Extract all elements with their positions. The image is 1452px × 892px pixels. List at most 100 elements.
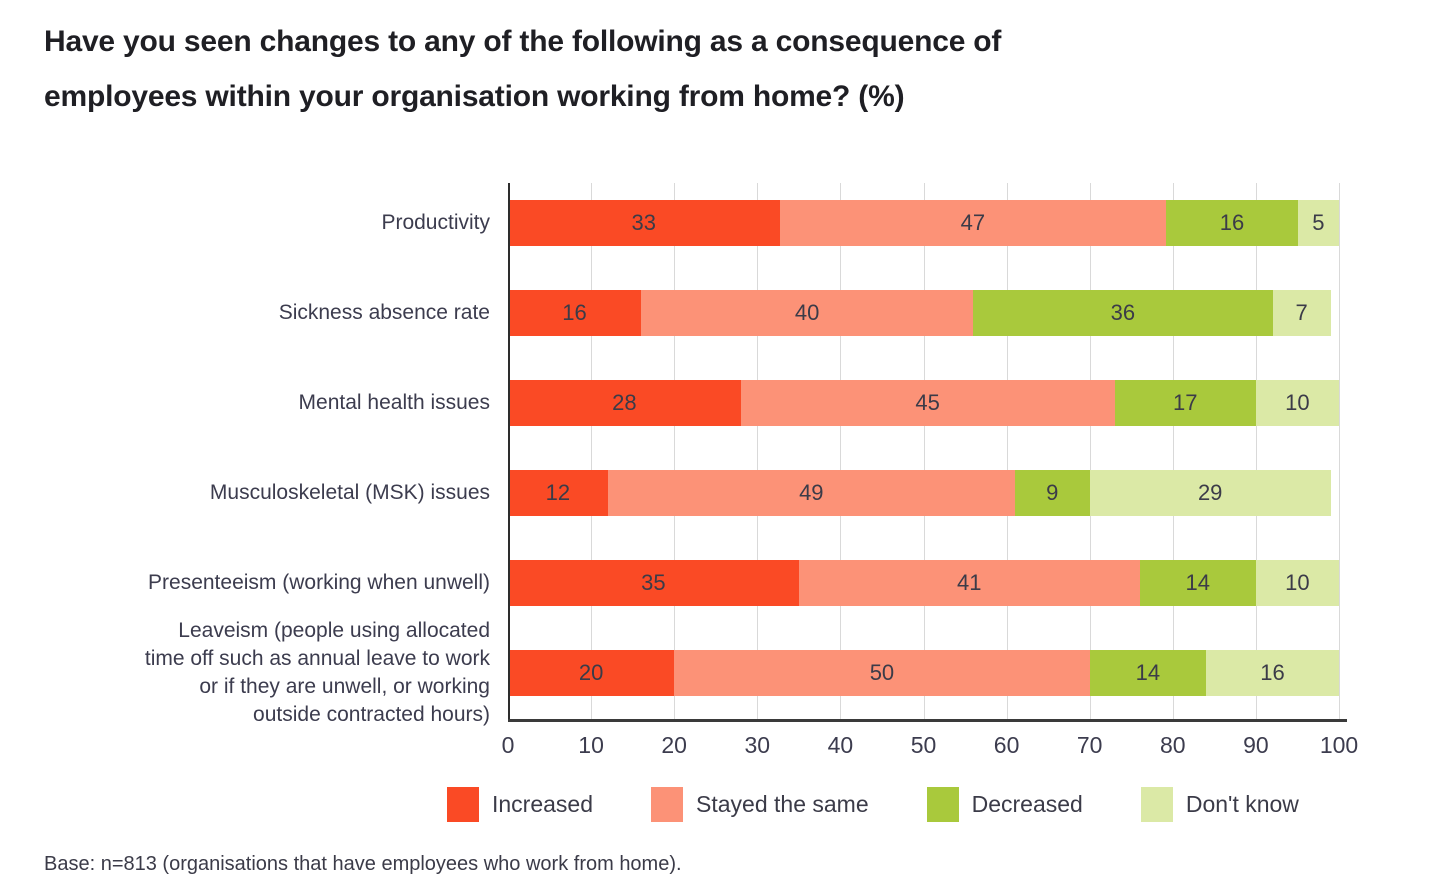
x-axis-line — [508, 719, 1347, 722]
bar-value-label: 7 — [1295, 300, 1308, 325]
bar-value-label: 40 — [794, 300, 820, 325]
bar-segment-decreased: 36 — [973, 290, 1273, 336]
x-tick-label: 90 — [1243, 732, 1269, 758]
bar-segment-don-t-know: 5 — [1297, 200, 1339, 246]
chart-title: Have you seen changes to any of the foll… — [44, 25, 1002, 113]
legend-item: Don't know — [1140, 787, 1299, 822]
bar-segment-increased: 12 — [508, 470, 608, 516]
bar-segment-increased: 33 — [508, 200, 780, 246]
bar-segment-decreased: 16 — [1166, 200, 1298, 246]
category-label: Leaveism (people using allocated time of… — [144, 619, 490, 726]
x-tick-label: 10 — [578, 732, 604, 758]
gridline — [591, 183, 593, 720]
gridline — [1089, 183, 1091, 720]
x-tick-label: 20 — [661, 732, 687, 758]
bar-value-label: 5 — [1312, 210, 1325, 235]
bar-row: 16 40 36 7 — [508, 290, 1339, 336]
bar-segment-don-t-know: 7 — [1272, 290, 1331, 336]
x-tick-label: 30 — [744, 732, 771, 758]
x-tick-label: 40 — [827, 732, 854, 758]
bar-value-label: 20 — [578, 660, 604, 685]
bar-value-label: 14 — [1135, 660, 1161, 685]
gridline — [1255, 183, 1257, 720]
legend-swatch-icon — [1140, 787, 1173, 822]
bar-segment-stayed-the-same: 45 — [740, 380, 1115, 426]
bar-segment-decreased: 14 — [1139, 560, 1256, 606]
bar-value-label: 16 — [562, 300, 587, 325]
y-axis-line — [508, 183, 510, 720]
bar-segment-decreased: 14 — [1089, 650, 1207, 696]
legend-swatch-icon — [447, 787, 479, 822]
x-tick-label: 0 — [501, 732, 515, 758]
bar-segment-stayed-the-same: 50 — [674, 650, 1090, 696]
x-tick-label: 80 — [1160, 732, 1186, 758]
x-tick-label: 100 — [1319, 732, 1359, 758]
category-axis: Productivity Sickness absence rate Mental … — [0, 183, 490, 726]
category-label: Musculoskeletal (MSK) issues — [209, 481, 490, 504]
bar-value-label: 50 — [869, 660, 895, 685]
legend-label: Stayed the same — [696, 791, 869, 817]
bar-row: 20 50 14 16 — [508, 650, 1339, 696]
bar-segment-decreased: 17 — [1114, 380, 1256, 426]
bar-segment-decreased: 9 — [1014, 470, 1090, 516]
plot-area: 0 10 20 30 40 50 60 70 80 90 100 33 47 16 5 16 40 36 7 28 45… — [502, 183, 1358, 758]
bar-value-label: 29 — [1197, 480, 1223, 505]
gridline — [674, 183, 676, 720]
bar-segment-don-t-know: 10 — [1255, 380, 1339, 426]
legend-item: Stayed the same — [651, 787, 869, 822]
bar-value-label: 28 — [612, 390, 637, 415]
legend-item: Decreased — [926, 787, 1083, 822]
bar-value-label: 35 — [641, 570, 666, 595]
category-label: Productivity — [381, 211, 490, 234]
bar-segment-stayed-the-same: 49 — [607, 470, 1015, 516]
gridline — [840, 183, 842, 720]
bar-value-label: 14 — [1185, 570, 1210, 595]
bar-segment-increased: 28 — [508, 380, 741, 426]
bar-segment-increased: 20 — [508, 650, 675, 696]
bar-row: 33 47 16 5 — [508, 200, 1339, 246]
bar-value-label: 33 — [631, 210, 656, 235]
bar-value-label: 16 — [1260, 660, 1285, 685]
bar-segment-increased: 35 — [508, 560, 799, 606]
bar-segment-don-t-know: 29 — [1089, 470, 1331, 516]
bar-value-label: 36 — [1110, 300, 1136, 325]
category-label: Sickness absence rate — [278, 301, 490, 324]
bar-value-label: 12 — [545, 480, 571, 505]
x-tick-label: 60 — [993, 732, 1020, 758]
gridline — [923, 183, 925, 720]
bar-value-label: 49 — [799, 480, 824, 505]
gridline — [1006, 183, 1008, 720]
chart-legend: Increased Stayed the same Decreased Don't k… — [447, 787, 1299, 822]
legend-label: Don't know — [1185, 791, 1299, 817]
legend-swatch-icon — [651, 787, 684, 822]
bar-row: 28 45 17 10 — [508, 380, 1339, 426]
bar-row: 12 49 9 29 — [508, 470, 1339, 516]
bar-value-label: 10 — [1285, 570, 1310, 595]
gridline — [1172, 183, 1174, 720]
bar-value-label: 41 — [956, 570, 982, 595]
gridline — [1339, 183, 1340, 720]
bar-segment-don-t-know: 16 — [1206, 650, 1339, 696]
bar-segment-increased: 16 — [508, 290, 641, 336]
x-tick-label: 50 — [910, 732, 937, 758]
gridline — [757, 183, 759, 720]
bar-row: 35 41 14 10 — [508, 560, 1339, 606]
bar-segment-stayed-the-same: 40 — [640, 290, 974, 336]
x-tick-label: 70 — [1076, 732, 1103, 758]
stacked-bar-chart: Productivity Sickness absence rate Mental … — [0, 183, 1452, 783]
bar-segment-stayed-the-same: 47 — [779, 200, 1167, 246]
bar-value-label: 45 — [915, 390, 940, 415]
legend-label: Decreased — [971, 791, 1083, 817]
bar-value-label: 9 — [1046, 480, 1059, 505]
base-note: Base: n=813 (organisations that have emp… — [44, 853, 682, 875]
bar-value-label: 47 — [960, 210, 986, 235]
bar-value-label: 16 — [1219, 210, 1245, 235]
category-label: Mental health issues — [298, 391, 490, 414]
bar-value-label: 10 — [1285, 390, 1310, 415]
bar-segment-don-t-know: 10 — [1255, 560, 1339, 606]
legend-swatch-icon — [926, 787, 959, 822]
bar-value-label: 17 — [1173, 390, 1198, 415]
bar-segment-stayed-the-same: 41 — [798, 560, 1140, 606]
category-label: Presenteeism (working when unwell) — [148, 571, 490, 594]
